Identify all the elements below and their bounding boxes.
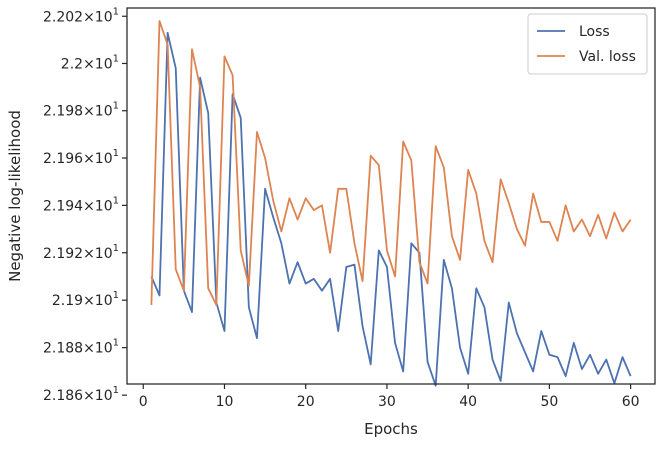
series-line-val-loss	[150, 20, 632, 306]
y-tick-mantissa: 2.2	[61, 56, 83, 72]
plot-frame	[126, 7, 656, 385]
y-tick-times: ×	[83, 104, 95, 120]
y-tick-base: 10	[95, 56, 113, 72]
y-tick-label: 2.192×101	[43, 243, 119, 262]
y-axis-label: Negative log-likelihood	[6, 110, 24, 282]
x-tick-label: 30	[378, 394, 396, 410]
legend-label-loss: Loss	[579, 24, 610, 40]
y-tick-base: 10	[95, 9, 113, 25]
x-tick-label: 0	[139, 394, 148, 410]
y-tick-mantissa: 2.202	[43, 9, 83, 25]
legend: Loss Val. loss	[527, 13, 648, 75]
y-tick-mantissa: 2.186	[43, 388, 83, 404]
x-tick-label: 40	[459, 394, 477, 410]
y-tick-label: 2.196×101	[43, 148, 119, 167]
y-tick-label: 2.202×101	[43, 6, 119, 25]
y-tick-times: ×	[83, 341, 95, 357]
x-axis-label: Epochs	[364, 420, 418, 438]
y-tick-times: ×	[83, 9, 95, 25]
y-tick-exponent: 1	[113, 53, 119, 64]
x-tick-label: 50	[540, 394, 558, 410]
y-tick-exponent: 1	[113, 6, 119, 17]
y-tick-times: ×	[83, 198, 95, 214]
y-tick-times: ×	[83, 293, 95, 309]
y-tick-times: ×	[83, 56, 95, 72]
y-tick-label: 2.198×101	[43, 101, 119, 120]
y-tick-base: 10	[95, 293, 113, 309]
axis-ticks: 0 10 20 30 40 50 602.186×1012.188×1012.19×1012…	[43, 6, 640, 410]
legend-label-val-loss: Val. loss	[579, 49, 636, 65]
y-tick-mantissa: 2.198	[43, 104, 83, 120]
y-tick-base: 10	[95, 246, 113, 262]
y-tick-exponent: 1	[113, 195, 119, 206]
y-tick-base: 10	[95, 388, 113, 404]
y-tick-base: 10	[95, 151, 113, 167]
y-tick-base: 10	[95, 104, 113, 120]
y-tick-label: 2.186×101	[43, 385, 119, 404]
legend-box	[527, 13, 648, 75]
y-tick-label: 2.188×101	[43, 338, 119, 357]
y-tick-label: 2.2×101	[61, 53, 119, 72]
x-tick-label: 60	[622, 394, 640, 410]
y-tick-mantissa: 2.19	[52, 293, 83, 309]
y-tick-times: ×	[83, 388, 95, 404]
y-tick-label: 2.19×101	[52, 290, 119, 309]
y-tick-times: ×	[83, 151, 95, 167]
series-lines	[150, 20, 632, 387]
y-tick-exponent: 1	[113, 290, 119, 301]
y-tick-mantissa: 2.196	[43, 151, 83, 167]
y-tick-exponent: 1	[113, 385, 119, 396]
y-tick-exponent: 1	[113, 338, 119, 349]
y-tick-times: ×	[83, 246, 95, 262]
x-tick-label: 20	[297, 394, 315, 410]
y-tick-exponent: 1	[113, 243, 119, 254]
y-tick-base: 10	[95, 198, 113, 214]
y-tick-base: 10	[95, 341, 113, 357]
y-tick-exponent: 1	[113, 101, 119, 112]
y-tick-mantissa: 2.194	[43, 198, 83, 214]
x-tick-label: 10	[216, 394, 234, 410]
y-tick-mantissa: 2.188	[43, 341, 83, 357]
y-tick-label: 2.194×101	[43, 195, 119, 214]
y-tick-exponent: 1	[113, 148, 119, 159]
series-line-loss	[150, 31, 632, 387]
y-tick-mantissa: 2.192	[43, 246, 83, 262]
